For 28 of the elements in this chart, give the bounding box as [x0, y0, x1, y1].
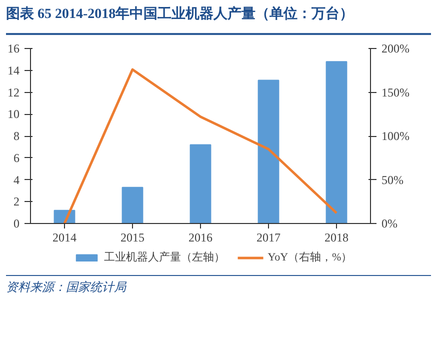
y2-tick-label: 0% — [382, 216, 398, 230]
x-tick-label: 2014 — [52, 230, 76, 244]
bar — [190, 144, 212, 224]
bar — [122, 186, 144, 224]
y-tick-label: 8 — [14, 129, 20, 143]
y2-tick-label: 50% — [382, 172, 404, 187]
y-tick-label: 4 — [14, 172, 20, 187]
x-tick-label: 2015 — [120, 230, 144, 244]
legend-label: 工业机器人产量（左轴） — [104, 250, 225, 264]
y-tick-label: 16 — [8, 42, 20, 56]
line-series — [63, 68, 338, 224]
y-tick-label: 14 — [8, 63, 20, 78]
y-tick-label: 12 — [8, 85, 20, 100]
bar — [258, 80, 280, 224]
x-tick-label: 2017 — [256, 230, 280, 244]
x-tick-label: 2016 — [188, 230, 212, 244]
legend-label: YoY（右轴，%） — [268, 250, 352, 264]
chart-title: 图表 65 2014-2018年中国工业机器人产量（单位：万台） — [6, 5, 354, 24]
y-tick-label: 10 — [8, 107, 20, 122]
y-tick-label: 0 — [14, 216, 20, 230]
bar — [326, 61, 348, 224]
y-tick-label: 6 — [14, 150, 20, 165]
y2-tick-label: 150% — [382, 85, 410, 100]
y-tick-label: 2 — [14, 194, 20, 209]
text: 资料来源：国家统计局 — [6, 279, 126, 296]
y2-tick-label: 100% — [382, 129, 410, 143]
x-tick-label: 2018 — [324, 230, 348, 244]
y2-tick-label: 200% — [382, 42, 410, 56]
